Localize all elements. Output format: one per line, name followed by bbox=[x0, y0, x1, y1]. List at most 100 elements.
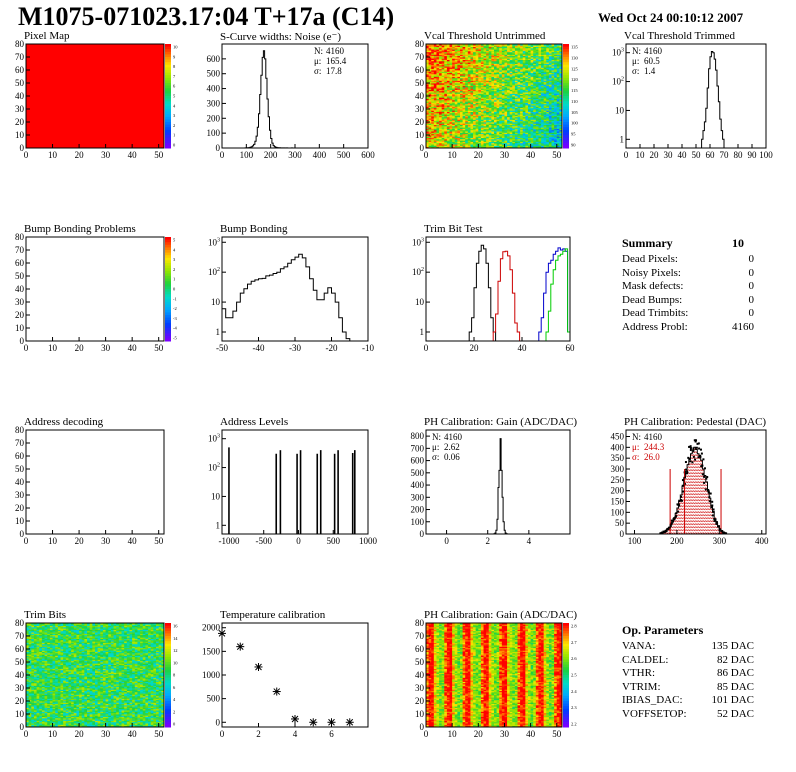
x-tick-label: -10 bbox=[362, 343, 374, 353]
y-tick-label: 0 bbox=[20, 143, 25, 153]
chart-title: Trim Bit Test bbox=[424, 223, 483, 235]
x-tick-label: 0 bbox=[624, 150, 629, 160]
y-tick-label: 600 bbox=[411, 456, 425, 466]
y-tick-label: 100 bbox=[611, 507, 625, 517]
y-tick-label: 70 bbox=[15, 245, 25, 255]
x-tick-label: -500 bbox=[255, 536, 272, 546]
x-tick-label: -1000 bbox=[218, 536, 239, 546]
summary-title: Summary bbox=[622, 236, 673, 250]
summary-value: 0 bbox=[748, 307, 755, 319]
y-tick-label: 500 bbox=[207, 694, 221, 704]
x-tick-label: 0 bbox=[220, 729, 225, 739]
colorbar-tick-label: 0 bbox=[173, 287, 176, 292]
axes: 0 10 20 30 40 50 0 10 20 30 40 50 60 70 80 bbox=[415, 618, 562, 739]
x-tick-label: 50 bbox=[154, 536, 164, 546]
colorbar-tick-label: -3 bbox=[173, 316, 177, 321]
x-tick-label: 10 bbox=[448, 729, 458, 739]
colorbar-tick-label: -4 bbox=[173, 326, 177, 331]
x-tick-label: 40 bbox=[128, 729, 137, 739]
y-tick-label: 10 bbox=[415, 130, 425, 140]
y-tick-label: 200 bbox=[611, 486, 625, 496]
colorbar-tick-label: 2.4 bbox=[571, 689, 577, 694]
summary-row: Dead Pixels: 0 bbox=[622, 253, 754, 267]
x-tick-label: -50 bbox=[216, 343, 228, 353]
x-tick-label: 10 bbox=[48, 343, 58, 353]
op-parameter-row: CALDEL: 82 DAC bbox=[622, 654, 754, 668]
x-tick-label: -20 bbox=[326, 343, 338, 353]
y-tick-label: 0 bbox=[20, 336, 25, 346]
x-tick-label: 40 bbox=[128, 150, 137, 160]
y-tick-label: 0 bbox=[216, 143, 221, 153]
colorbar-tick-label: 125 bbox=[571, 66, 579, 71]
y-tick-label: 80 bbox=[15, 618, 25, 628]
y-tick-label: 40 bbox=[415, 670, 425, 680]
stats-box: N: 4160 μ: 60.5 σ: 1.4 bbox=[632, 46, 663, 76]
y-tick-label: 70 bbox=[15, 631, 25, 641]
colorbar-tick-label: 5 bbox=[173, 238, 176, 243]
chart-title: Trim Bits bbox=[24, 609, 67, 621]
y-tick-label: 102 bbox=[612, 77, 624, 87]
x-tick-label: 40 bbox=[128, 343, 137, 353]
summary-row: Noisy Pixels: 0 bbox=[622, 267, 754, 281]
x-tick-label: 90 bbox=[748, 150, 758, 160]
y-tick-label: 103 bbox=[208, 434, 220, 444]
stats-label: N: bbox=[632, 432, 641, 442]
op-parameter-value: 86 DAC bbox=[717, 667, 754, 679]
chart-temperature_calibration: 0 2 4 6 0 500 1000 1500 2000 bbox=[202, 622, 369, 739]
chart-bump_bonding: -50 -40 -30 -20 -10 1 10 102 103 bbox=[208, 236, 374, 353]
summary-label: Dead Trimbits: bbox=[622, 307, 689, 319]
y-tick-label: 0 bbox=[420, 722, 425, 732]
colorbar-tick-label: 110 bbox=[571, 99, 578, 104]
op-parameter-row: VTHR: 86 DAC bbox=[622, 667, 754, 681]
x-tick-label: 50 bbox=[154, 729, 164, 739]
stats-label: σ: bbox=[432, 452, 439, 462]
x-tick-label: 300 bbox=[288, 150, 302, 160]
summary-label: Mask defects: bbox=[622, 280, 684, 292]
y-tick-label: 30 bbox=[415, 683, 425, 693]
y-tick-label: 10 bbox=[415, 297, 425, 307]
axes: 0 2 4 6 0 500 1000 1500 2000 bbox=[202, 623, 334, 739]
colorbar-tick-label: -1 bbox=[173, 296, 177, 301]
x-tick-label: 20 bbox=[650, 150, 660, 160]
colorbar-tick-label: -5 bbox=[173, 336, 177, 341]
y-tick-label: 1 bbox=[620, 134, 625, 144]
y-tick-label: 70 bbox=[15, 52, 25, 62]
colorbar-tick-label: 6 bbox=[173, 84, 176, 89]
histogram-line bbox=[659, 446, 727, 534]
op-parameters-table: Op. Parameters VANA: 135 DAC CALDEL: 82 DAC… bbox=[622, 623, 754, 721]
colorbar-tick-label: 6 bbox=[173, 685, 176, 690]
axes: 0 10 20 30 40 50 0 10 20 30 40 50 60 70 80 bbox=[15, 232, 164, 353]
y-tick-label: 60 bbox=[15, 65, 25, 75]
x-tick-label: 60 bbox=[706, 150, 716, 160]
y-tick-label: 250 bbox=[611, 475, 625, 485]
histogram-series bbox=[468, 244, 497, 341]
y-tick-label: 1 bbox=[216, 520, 221, 530]
y-tick-label: 300 bbox=[411, 492, 425, 502]
x-tick-label: 300 bbox=[713, 536, 727, 546]
y-tick-label: 0 bbox=[420, 529, 425, 539]
x-tick-label: 30 bbox=[101, 150, 111, 160]
axes: -50 -40 -30 -20 -10 1 10 102 103 bbox=[208, 237, 374, 353]
chart-title: Address decoding bbox=[24, 416, 104, 428]
y-tick-label: 30 bbox=[415, 104, 425, 114]
op-parameter-label: VOFFSETOP: bbox=[622, 707, 687, 720]
colorbar-tick-label: 105 bbox=[571, 110, 579, 115]
y-tick-label: 2000 bbox=[202, 623, 221, 633]
x-tick-label: 600 bbox=[361, 150, 375, 160]
axes: 0 20 40 60 1 10 102 103 bbox=[412, 237, 575, 353]
x-tick-label: 100 bbox=[628, 536, 642, 546]
colorbar-tick-label: 120 bbox=[571, 77, 579, 82]
summary-row: Dead Trimbits: 0 bbox=[622, 307, 754, 321]
x-tick-label: 20 bbox=[474, 150, 484, 160]
colorbar-tick-label: 10 bbox=[173, 660, 178, 665]
x-tick-label: 30 bbox=[101, 536, 111, 546]
stats-value: 4160 bbox=[444, 432, 463, 442]
y-tick-label: 800 bbox=[411, 431, 425, 441]
colorbar-tick-label: 2.3 bbox=[571, 705, 577, 710]
x-tick-label: 4 bbox=[527, 536, 532, 546]
x-tick-label: 500 bbox=[326, 536, 340, 546]
x-tick-label: 0 bbox=[444, 536, 449, 546]
y-tick-label: 70 bbox=[415, 52, 425, 62]
